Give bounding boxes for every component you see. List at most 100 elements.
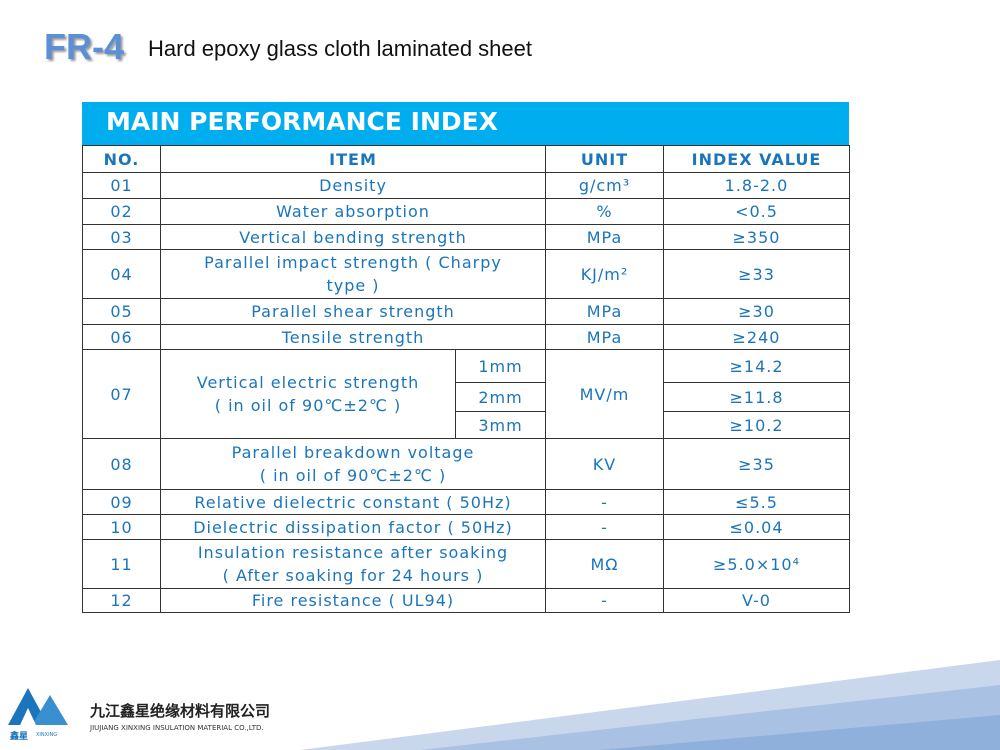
item-text: Dielectric dissipation factor ( 50Hz) (193, 517, 513, 537)
item-text: Parallel impact strength ( Charpy (204, 253, 502, 272)
index-value: 1.8-2.0 (663, 172, 850, 199)
unit: MPa (545, 324, 664, 350)
item-text: ( After soaking for 24 hours ) (222, 566, 484, 585)
unit: KJ/m² (545, 249, 664, 299)
row-number: 04 (82, 249, 161, 299)
index-value-text: <0.5 (735, 202, 778, 221)
brand-cn: 鑫星 (10, 732, 29, 742)
unit-text: MV/m (579, 384, 630, 404)
unit-text: MΩ (590, 554, 619, 574)
unit: g/cm³ (545, 172, 664, 199)
row-number-text: 03 (110, 227, 133, 247)
row-number: 02 (82, 198, 161, 225)
company-en: JIUJIANG XINXING INSULATION MATERIAL CO.… (90, 724, 264, 732)
index-value: ≥240 (663, 324, 850, 350)
item: Insulation resistance after soaking ( Aft… (160, 539, 546, 589)
index-value: ≥14.2 (663, 349, 850, 383)
column-header: NO. (82, 145, 161, 173)
unit: MV/m (545, 349, 664, 439)
column-header-text: NO. (103, 149, 140, 169)
unit: - (545, 489, 664, 515)
row-number-text: 04 (110, 264, 133, 284)
unit-text: MPa (586, 227, 623, 247)
row-number: 03 (82, 224, 161, 250)
row-number: 11 (82, 539, 161, 589)
row-number-text: 08 (110, 454, 133, 474)
unit: - (545, 514, 664, 540)
row-number: 10 (82, 514, 161, 540)
index-value: V-0 (663, 588, 850, 613)
unit-text: - (601, 492, 608, 512)
unit-text: KV (592, 454, 617, 474)
index-value-text: ≥30 (738, 302, 775, 321)
unit: KV (545, 438, 664, 490)
item: Tensile strength (160, 324, 546, 350)
row-number-text: 02 (110, 202, 133, 221)
index-value: ≥35 (663, 438, 850, 490)
index-value-text: ≤0.04 (729, 517, 784, 537)
column-header: UNIT (545, 145, 664, 173)
column-header: ITEM (160, 145, 546, 173)
index-value-text: ≤5.5 (735, 492, 778, 512)
unit: MPa (545, 224, 664, 250)
index-value: ≥11.8 (663, 382, 850, 412)
row-number-text: 10 (110, 517, 133, 537)
index-value-text: ≥5.0×10⁴ (712, 554, 801, 574)
index-value-text: ≥350 (732, 227, 781, 247)
index-value: <0.5 (663, 198, 850, 225)
unit-text: - (601, 591, 608, 610)
row-number-text: 01 (110, 176, 133, 195)
item-text: ( in oil of 90℃±2℃ ) (214, 396, 402, 415)
item-text: Relative dielectric constant ( 50Hz) (194, 492, 512, 512)
unit: MΩ (545, 539, 664, 589)
brand-en: XINXING (36, 732, 58, 738)
column-header-text: INDEX VALUE (691, 149, 822, 169)
item: Parallel breakdown voltage ( in oil of 90… (160, 438, 546, 490)
sub-item-text: 1mm (478, 356, 523, 376)
index-value: ≤0.04 (663, 514, 850, 540)
item-text: Vertical bending strength (239, 227, 467, 247)
item: Fire resistance ( UL94) (160, 588, 546, 613)
item-text: Density (319, 176, 387, 195)
row-number: 01 (82, 172, 161, 199)
item-text: Insulation resistance after soaking (197, 543, 509, 562)
row-number: 07 (82, 349, 161, 439)
unit: MPa (545, 298, 664, 325)
index-value-text: 1.8-2.0 (724, 176, 789, 195)
row-number: 09 (82, 489, 161, 515)
index-value: ≥350 (663, 224, 850, 250)
unit-text: - (601, 517, 608, 537)
index-value-text: ≥11.8 (729, 387, 784, 407)
unit-text: KJ/m² (580, 264, 629, 284)
unit: % (545, 198, 664, 225)
row-number-text: 06 (110, 327, 133, 347)
row-number: 08 (82, 438, 161, 490)
item: Parallel impact strength ( Charpy type ) (160, 249, 546, 299)
index-value-text: ≥10.2 (729, 415, 784, 435)
item-text: Parallel shear strength (251, 302, 455, 321)
index-value: ≤5.5 (663, 489, 850, 515)
item-text: Water absorption (276, 202, 430, 221)
footer-decoration (8, 660, 1000, 750)
row-number-text: 07 (110, 384, 133, 404)
row-number-text: 11 (110, 554, 133, 574)
item-text: Vertical electric strength (196, 373, 420, 392)
sub-item: 3mm (455, 411, 546, 439)
column-header-text: UNIT (580, 149, 629, 169)
column-header: INDEX VALUE (663, 145, 850, 173)
company-cn: 九江鑫星绝缘材料有限公司 (90, 702, 271, 720)
sub-item: 1mm (455, 349, 546, 383)
sub-item: 2mm (455, 382, 546, 412)
item-text: Tensile strength (281, 327, 425, 347)
table-banner: MAIN PERFORMANCE INDEX (82, 102, 849, 145)
row-number: 12 (82, 588, 161, 613)
sub-item-text: 2mm (478, 387, 523, 407)
index-value-text: ≥35 (738, 454, 775, 474)
item: Water absorption (160, 198, 546, 225)
table-title: MAIN PERFORMANCE INDEX (106, 107, 498, 136)
index-value: ≥5.0×10⁴ (663, 539, 850, 589)
item: Vertical electric strength ( in oil of 90… (160, 349, 456, 439)
item: Vertical bending strength (160, 224, 546, 250)
item-text: type ) (326, 276, 380, 295)
